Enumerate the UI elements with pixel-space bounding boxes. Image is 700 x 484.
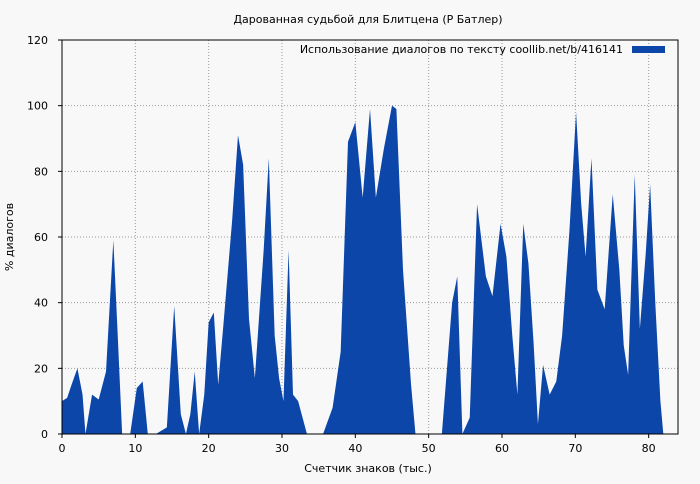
y-tick-label: 80: [34, 165, 48, 178]
y-tick-label: 100: [27, 100, 48, 113]
x-axis-label: Счетчик знаков (тыс.): [304, 462, 432, 475]
series-area: [62, 105, 664, 435]
series-area-fill: [62, 105, 664, 435]
x-tick-label: 0: [59, 442, 66, 455]
x-tick-label: 80: [642, 442, 656, 455]
chart-title: Дарованная судьбой для Блитцена (Р Батле…: [233, 13, 502, 26]
x-tick-label: 50: [422, 442, 436, 455]
x-tick-label: 20: [202, 442, 216, 455]
x-tick-label: 70: [568, 442, 582, 455]
x-tick-label: 30: [275, 442, 289, 455]
legend-swatch: [632, 46, 665, 53]
x-tick-label: 10: [128, 442, 142, 455]
y-tick-label: 0: [41, 428, 48, 441]
legend: Использование диалогов по тексту coollib…: [300, 43, 665, 56]
legend-label: Использование диалогов по тексту coollib…: [300, 43, 623, 56]
y-tick-label: 20: [34, 362, 48, 375]
y-tick-label: 60: [34, 231, 48, 244]
axes: 0 10 20 30 40 50 60 70 80 0 20 40 60 80 100 120: [27, 34, 679, 455]
y-tick-label: 40: [34, 297, 48, 310]
x-tick-label: 60: [495, 442, 509, 455]
x-tick-label: 40: [348, 442, 362, 455]
y-tick-label: 120: [27, 34, 48, 47]
y-axis-label: % диалогов: [3, 203, 16, 271]
